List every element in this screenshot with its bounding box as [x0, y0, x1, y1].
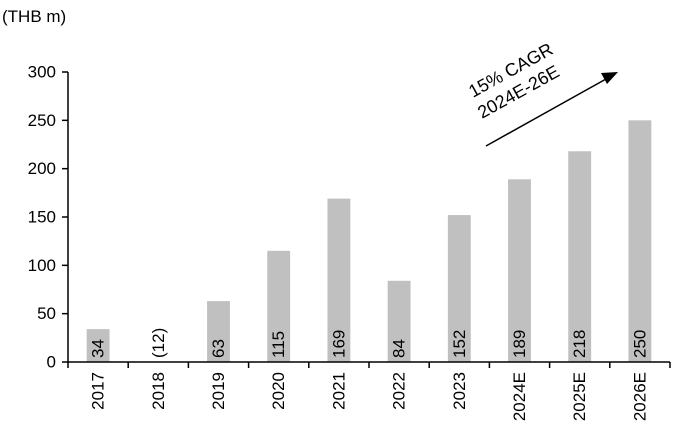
x-tick-label-2025E: 2025E: [570, 372, 589, 421]
data-label-2019: 63: [209, 339, 228, 358]
data-label-2025E: 218: [570, 330, 589, 358]
x-tick-label-2019: 2019: [209, 372, 228, 410]
y-tick-label-100: 100: [28, 256, 56, 275]
x-tick-label-2018: 2018: [149, 372, 168, 410]
cagr-arrow-line: [485, 78, 607, 147]
cagr-annotation: 15% CAGR 2024E-26E: [465, 39, 618, 147]
y-tick-label-250: 250: [28, 111, 56, 130]
bar-2019: [207, 301, 230, 362]
bar-2021: [327, 198, 351, 362]
bar-2024E: [508, 179, 531, 362]
x-tick-label-2022: 2022: [390, 372, 409, 410]
x-tick-label-2023: 2023: [450, 372, 469, 410]
data-label-2021: 169: [329, 330, 348, 358]
x-tick-label-2021: 2021: [329, 372, 348, 410]
y-tick-label-200: 200: [28, 159, 56, 178]
x-tick-label-2024E: 2024E: [510, 372, 529, 421]
data-label-2024E: 189: [510, 330, 529, 358]
y-axis: 0 50 100 150 200 250 300: [28, 63, 69, 372]
x-tick-label-2026E: 2026E: [630, 372, 649, 421]
bar-labels-group: 34 (12) 63 115 169 84 152 189 218 250: [89, 328, 650, 358]
y-tick-label-150: 150: [28, 208, 56, 227]
data-label-2017: 34: [89, 339, 108, 358]
bar-2025E: [568, 151, 592, 362]
unit-label: (THB m): [2, 7, 66, 26]
x-tick-label-2017: 2017: [89, 372, 108, 410]
x-axis: 2017 2018 2019 2020 2021 2022 2023 2024E 2025E 20…: [67, 361, 671, 421]
data-label-2023: 152: [450, 330, 469, 358]
bar-2017: [86, 329, 110, 362]
bar-2020: [267, 250, 291, 362]
cagr-arrow-head: [601, 72, 618, 84]
data-label-2022: 84: [390, 339, 409, 358]
bar-2023: [447, 215, 471, 362]
bar-2022: [387, 280, 411, 362]
y-tick-label-0: 0: [47, 353, 56, 372]
bar-2026E: [628, 120, 652, 362]
y-tick-label-300: 300: [28, 63, 56, 82]
data-label-2018: (12): [149, 328, 168, 358]
x-tick-label-2020: 2020: [269, 372, 288, 410]
data-label-2026E: 250: [630, 330, 649, 358]
bars-group: [86, 120, 652, 362]
data-label-2020: 115: [269, 331, 288, 358]
y-tick-label-50: 50: [37, 304, 56, 323]
